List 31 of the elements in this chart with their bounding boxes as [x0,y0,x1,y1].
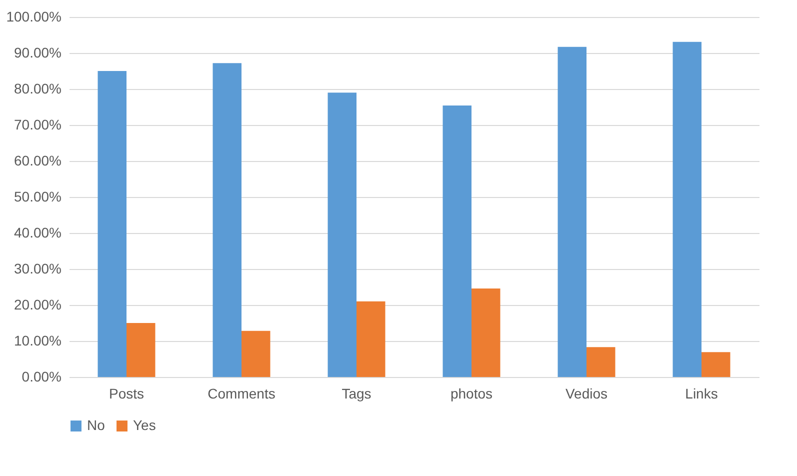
bar [356,301,386,377]
x-tick-label: Posts [108,386,144,402]
bar [442,106,472,377]
y-tick-label: 50.00% [14,188,62,204]
y-tick-label: 0.00% [22,368,62,384]
y-tick-label: 70.00% [14,116,62,132]
x-tick-label: Comments [208,386,276,402]
y-tick-label: 100.00% [6,8,62,24]
bar [126,323,156,377]
y-tick-label: 80.00% [14,80,62,96]
bar [472,288,500,377]
bar [586,347,616,377]
y-tick-label: 40.00% [14,224,62,240]
x-tick-label: Links [685,386,718,402]
x-tick-label: Tags [342,386,372,402]
y-tick-label: 20.00% [14,296,62,312]
x-tick-label: Vedios [565,386,608,402]
bar [672,42,702,377]
bar [558,46,586,377]
bar [242,330,270,377]
x-tick-label: photos [450,386,493,402]
y-tick-label: 30.00% [14,260,62,276]
legend-label: Yes [133,417,156,433]
legend-label: No [87,417,106,433]
bar [702,352,730,377]
y-tick-label: 60.00% [14,152,62,168]
y-tick-label: 10.00% [14,332,62,348]
bar [212,63,242,377]
bar [328,92,356,377]
y-tick-label: 90.00% [14,44,62,60]
bar [98,71,126,377]
